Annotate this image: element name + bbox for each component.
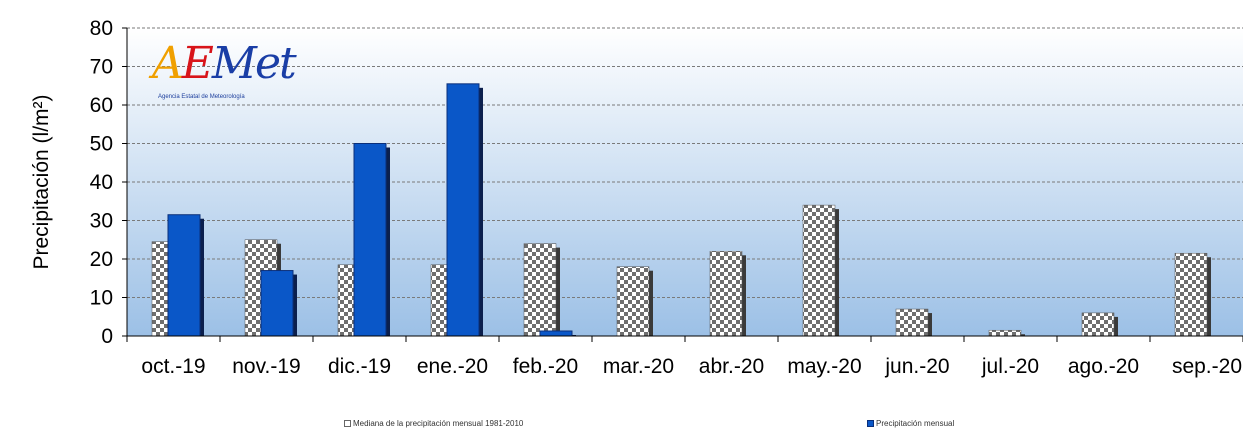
x-tick-label: nov.-19 <box>232 355 301 378</box>
y-tick-label: 20 <box>90 248 113 271</box>
x-tick-label: may.-20 <box>787 355 861 378</box>
median-bar <box>616 266 650 337</box>
y-tick-labels: 0 10 20 30 40 50 60 70 80 <box>90 17 113 348</box>
legend-monthly-label: Precipitación mensual <box>876 419 955 428</box>
x-tick-label: dic.-19 <box>328 355 391 378</box>
legend-monthly-swatch <box>867 420 874 427</box>
legend-item-monthly: Precipitación mensual <box>867 419 954 428</box>
x-tick-label: abr.-20 <box>699 355 764 378</box>
x-tick-label: oct.-19 <box>141 355 205 378</box>
y-axis-label: Precipitación (l/m²) <box>30 94 53 269</box>
y-tick-label: 60 <box>90 94 113 117</box>
aemet-logo: AEMet Agencia Estatal de Meteorología <box>152 38 297 108</box>
x-tick-label: jul.-20 <box>981 355 1039 378</box>
logo-subtitle: Agencia Estatal de Meteorología <box>158 94 245 100</box>
x-tick-labels: oct.-19 nov.-19 dic.-19 ene.-20 feb.-20 mar.-… <box>141 355 1242 378</box>
y-tick-label: 10 <box>90 287 113 310</box>
monthly-bar <box>539 330 573 337</box>
y-tick-label: 40 <box>90 171 113 194</box>
bars <box>151 83 1211 337</box>
x-tick-label: feb.-20 <box>513 355 578 378</box>
y-tick-label: 50 <box>90 133 113 156</box>
median-bar <box>1081 312 1115 337</box>
y-tick-label: 0 <box>101 325 113 348</box>
median-bar <box>802 204 836 337</box>
monthly-bar <box>446 83 480 337</box>
y-tick-label: 70 <box>90 56 113 79</box>
x-tick-label: ene.-20 <box>417 355 488 378</box>
x-tick-label: jun.-20 <box>884 355 949 378</box>
monthly-bar <box>260 270 294 337</box>
gridlines <box>127 27 1243 298</box>
x-tick-label: mar.-20 <box>603 355 674 378</box>
logo-wordmark: AEMet <box>152 38 297 89</box>
x-tick-label: sep.-20 <box>1172 355 1242 378</box>
median-bar <box>709 251 743 337</box>
legend-median-label: Mediana de la precipitación mensual 1981… <box>353 419 524 428</box>
monthly-bar <box>167 214 201 337</box>
y-tick-label: 80 <box>90 17 113 40</box>
legend: Mediana de la precipitación mensual 1981… <box>0 419 1243 430</box>
median-bar <box>1174 252 1208 337</box>
median-bar <box>895 308 929 337</box>
monthly-bar <box>353 143 387 337</box>
precipitation-chart: 0 10 20 30 40 50 60 70 80 oct.-19 nov.-19 dic.-19 e… <box>30 17 1243 378</box>
axes <box>122 27 1243 342</box>
median-bar <box>988 329 1022 337</box>
x-tick-label: ago.-20 <box>1068 355 1139 378</box>
median-bar <box>523 243 557 337</box>
y-tick-label: 30 <box>90 210 113 233</box>
legend-item-median: Mediana de la precipitación mensual 1981… <box>344 419 523 428</box>
legend-median-swatch <box>344 420 351 427</box>
